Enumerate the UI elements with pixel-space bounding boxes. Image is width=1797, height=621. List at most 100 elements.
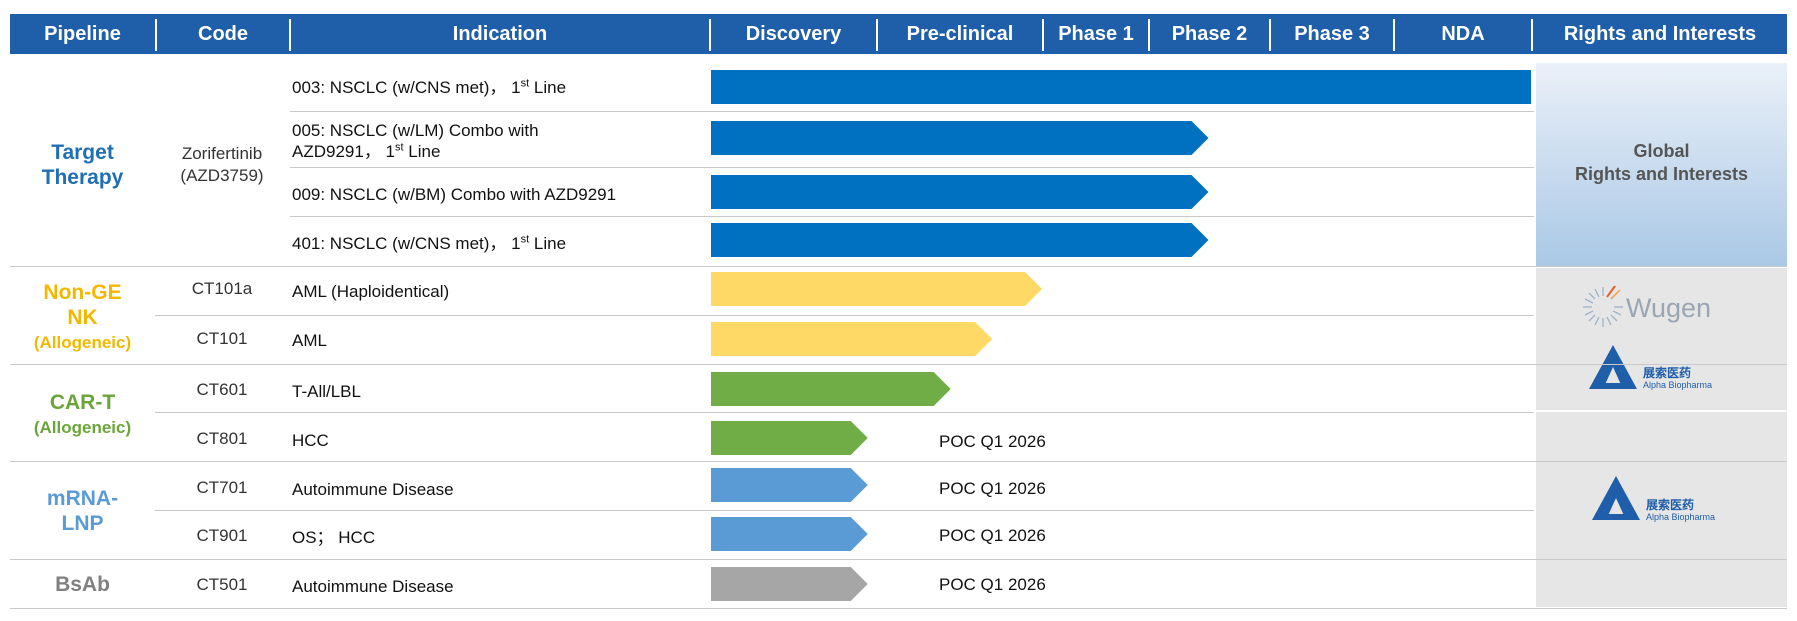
progress-bar-zorifertinib	[711, 121, 1209, 155]
indication-401: 401: NSCLC (w/CNS met)， 1st Line	[292, 233, 712, 254]
progress-bar-zorifertinib	[711, 70, 1531, 104]
code-ct501: CT501	[196, 575, 248, 594]
progress-bar-ct901	[711, 517, 868, 551]
group-divider	[10, 608, 1787, 609]
rights-global-line2: Rights and Interests	[1574, 164, 1749, 184]
code-ct901: CT901	[196, 526, 248, 545]
code-ct101: CT101	[196, 329, 248, 348]
header-rights: Rights and Interests	[1563, 23, 1757, 45]
alpha-logo-cn: 展索医药	[1646, 498, 1695, 512]
rights-panel-alpha	[1536, 412, 1787, 607]
header-pipeline: Pipeline	[44, 23, 121, 45]
row-divider	[155, 412, 1534, 413]
code-ct101a: CT101a	[191, 279, 253, 298]
code-ct601: CT601	[196, 380, 248, 399]
indication-003-text: 003: NSCLC (w/CNS met)， 1	[292, 78, 521, 97]
code-ct801: CT801	[196, 429, 248, 448]
progress-bar-zorifertinib	[711, 175, 1209, 209]
code-zorifertinib-line2: (AZD3759)	[180, 166, 264, 185]
category-target-therapy: Target Therapy	[10, 140, 155, 190]
category-mrna-line1: mRNA-	[46, 487, 119, 510]
category-cart-line1: CAR-T	[49, 391, 116, 414]
header-divider	[876, 19, 878, 51]
header-divider	[709, 19, 711, 51]
group-divider	[10, 364, 1787, 365]
indication-005-line2: AZD9291， 1st Line	[292, 141, 712, 162]
progress-bar-ct501	[711, 567, 868, 601]
header-code: Code	[198, 23, 248, 45]
row-divider	[155, 315, 1534, 316]
indication-003: 003: NSCLC (w/CNS met)， 1st Line	[292, 77, 712, 98]
row-divider	[290, 216, 1534, 217]
row-divider	[155, 510, 1534, 511]
indication-ct901: OS； HCC	[292, 528, 376, 547]
header-stage-preclinical: Pre-clinical	[906, 23, 1014, 45]
category-cart: CAR-T (Allogeneic)	[10, 390, 155, 440]
rights-global-label: Global Rights and Interests	[1536, 140, 1787, 186]
indication-005-line1: 005: NSCLC (w/LM) Combo with	[292, 121, 539, 140]
header-divider	[155, 19, 157, 51]
rights-panel-partners	[1536, 268, 1787, 410]
wugen-logo-text: Wugen	[1626, 293, 1712, 323]
rights-panel-global	[1536, 63, 1787, 266]
header-divider	[1042, 19, 1044, 51]
indication-ct701: Autoimmune Disease	[292, 480, 454, 499]
category-bsab: BsAb	[55, 573, 110, 596]
row-divider	[290, 111, 1534, 112]
alpha-logo-en: Alpha Biopharma	[1643, 380, 1713, 390]
poc-label: POC Q1 2026	[939, 575, 1046, 594]
indication-005-tail: Line	[403, 142, 441, 161]
category-nonge-nk: Non-GE NK (Allogeneic)	[10, 280, 155, 355]
progress-bar-ct101	[711, 322, 993, 356]
wugen-logo-icon	[1583, 285, 1623, 327]
code-ct701: CT701	[196, 478, 248, 497]
header-stage-discovery: Discovery	[745, 23, 842, 45]
alpha-logo-cn: 展索医药	[1643, 366, 1692, 380]
group-divider	[10, 266, 1787, 267]
header-stage-phase1: Phase 1	[1058, 23, 1134, 45]
alpha-logo-en: Alpha Biopharma	[1646, 512, 1716, 522]
row-divider	[290, 167, 1534, 168]
category-mrna-lnp: mRNA- LNP	[10, 486, 155, 536]
indication-ct501: Autoimmune Disease	[292, 577, 454, 596]
header-stage-phase2: Phase 2	[1171, 23, 1248, 45]
indication-003-sup: st	[520, 77, 530, 90]
indication-009: 009: NSCLC (w/BM) Combo with AZD9291	[292, 185, 617, 204]
indication-005: 005: NSCLC (w/LM) Combo with AZD9291， 1s…	[292, 120, 712, 162]
group-divider	[10, 461, 1787, 462]
header-stage-nda: NDA	[1441, 23, 1485, 45]
poc-label: POC Q1 2026	[939, 479, 1046, 498]
header-divider	[1148, 19, 1150, 51]
progress-bar-zorifertinib	[711, 223, 1209, 257]
progress-bar-ct801	[711, 421, 868, 455]
header-divider	[1393, 19, 1395, 51]
indication-005-text: AZD9291， 1	[292, 142, 395, 161]
category-cart-line2: (Allogeneic)	[33, 418, 132, 437]
indication-ct801: HCC	[292, 431, 329, 450]
header-divider	[1531, 19, 1533, 51]
indication-401-tail: Line	[529, 234, 567, 253]
header-indication: Indication	[452, 23, 548, 45]
rights-global-line1: Global	[1633, 141, 1690, 161]
indication-ct101: AML	[292, 331, 327, 350]
poc-label: POC Q1 2026	[939, 432, 1046, 451]
category-nonge-line1: Non-GE	[43, 281, 122, 304]
category-nonge-line3: (Allogeneic)	[33, 333, 132, 352]
category-mrna-line2: LNP	[61, 512, 104, 535]
header-divider	[1269, 19, 1271, 51]
progress-bar-ct701	[711, 468, 868, 502]
group-divider	[10, 559, 1787, 560]
header-stage-phase3: Phase 3	[1294, 23, 1370, 45]
code-zorifertinib: Zorifertinib (AZD3759)	[152, 143, 292, 187]
code-zorifertinib-line1: Zorifertinib	[181, 144, 263, 163]
header-bar	[10, 14, 1787, 54]
progress-bar-ct601	[711, 372, 951, 406]
category-target-label: Target Therapy	[41, 141, 124, 189]
indication-ct601: T-All/LBL	[292, 382, 361, 401]
indication-401-sup: st	[520, 233, 530, 246]
indication-ct101a: AML (Haploidentical)	[292, 282, 450, 301]
category-nonge-line2: NK	[67, 306, 98, 329]
poc-label: POC Q1 2026	[939, 526, 1046, 545]
header-divider	[289, 19, 291, 51]
